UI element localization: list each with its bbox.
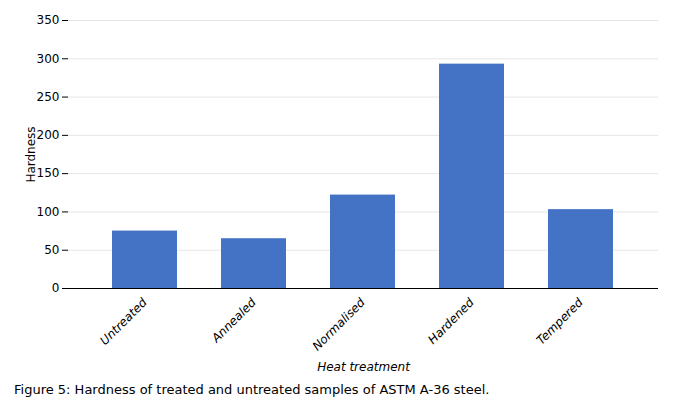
- svg-text:Hardness: Hardness: [24, 126, 38, 182]
- svg-text:Tempered: Tempered: [534, 295, 586, 347]
- html-text:Figure 5: Hardness of treated: Figure 5: Hardness of treated and untrea…: [14, 382, 490, 397]
- svg-text:Heat treatment: Heat treatment: [317, 360, 411, 374]
- svg-text:0: 0: [52, 281, 60, 295]
- svg-text:Normalised: Normalised: [310, 295, 368, 353]
- svg-text:200: 200: [37, 128, 60, 142]
- svg-text:100: 100: [37, 205, 60, 219]
- svg-text:50: 50: [44, 243, 59, 257]
- svg-text:150: 150: [37, 166, 60, 180]
- svg-text:Untreated: Untreated: [97, 295, 150, 348]
- svg-text:300: 300: [37, 52, 60, 66]
- svg-text:Annealed: Annealed: [208, 295, 259, 346]
- svg-text:350: 350: [37, 13, 60, 27]
- svg-text:Hardened: Hardened: [425, 295, 477, 347]
- svg-text:250: 250: [37, 90, 60, 104]
